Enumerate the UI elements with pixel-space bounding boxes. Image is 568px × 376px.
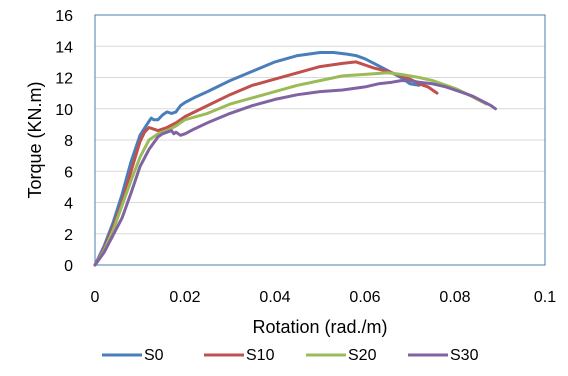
legend-label-s0: S0 [144, 347, 164, 364]
y-tick-label: 12 [55, 71, 73, 88]
x-tick-label: 0 [91, 289, 100, 306]
y-tick-label: 8 [64, 133, 73, 150]
x-tick-label: 0.04 [259, 289, 290, 306]
legend: S0 S10 S20 S30 [102, 347, 479, 364]
y-tick-label: 4 [64, 196, 73, 213]
series-line-s20 [93, 71, 488, 267]
x-tick-label: 0.1 [534, 289, 556, 306]
legend-label-s20: S20 [348, 347, 377, 364]
series-line-s0 [93, 51, 421, 267]
x-axis-label: Rotation (rad./m) [252, 317, 387, 337]
y-tick-labels: 0 2 4 6 8 10 12 14 16 [55, 8, 73, 275]
plot-area-frame [94, 14, 546, 266]
legend-label-s10: S10 [246, 347, 275, 364]
y-tick-label: 10 [55, 102, 73, 119]
y-tick-label: 16 [55, 8, 73, 25]
legend-label-s30: S30 [450, 347, 479, 364]
x-tick-labels: 0 0.02 0.04 0.06 0.08 0.1 [91, 289, 557, 306]
x-tick-label: 0.02 [169, 289, 200, 306]
series-line-s30 [93, 79, 497, 267]
y-tick-label: 2 [64, 227, 73, 244]
y-tick-label: 0 [64, 258, 73, 275]
y-axis-label: Torque (KN.m) [25, 81, 45, 198]
y-tick-label: 14 [55, 39, 73, 56]
series-line-s10 [93, 60, 439, 267]
x-tick-label: 0.06 [349, 289, 380, 306]
series-lines [93, 51, 497, 267]
x-tick-label: 0.08 [439, 289, 470, 306]
y-tick-label: 6 [64, 164, 73, 181]
